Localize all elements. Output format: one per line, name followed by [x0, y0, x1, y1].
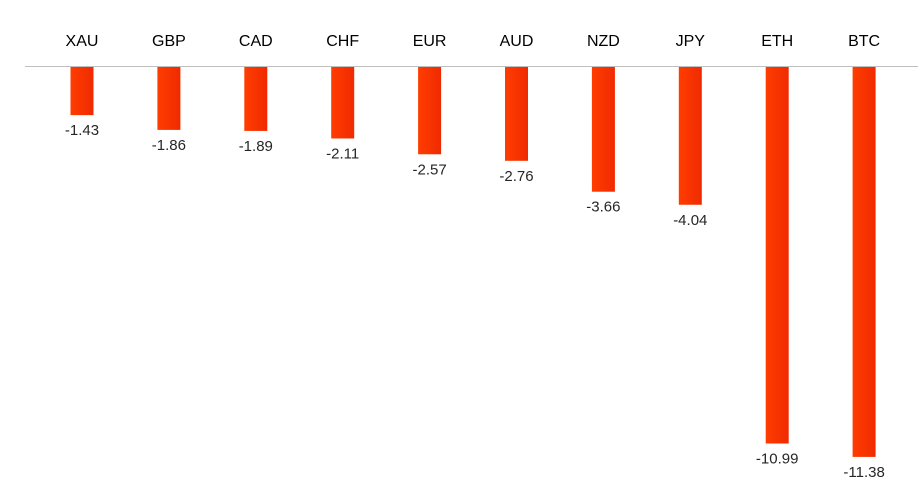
value-label-jpy: -4.04 [673, 212, 707, 229]
value-label-eth: -10.99 [756, 451, 799, 468]
value-label-nzd: -3.66 [586, 199, 620, 216]
category-label-cad: CAD [239, 33, 273, 50]
value-label-eur: -2.57 [412, 161, 446, 178]
bar-eth [765, 66, 789, 444]
category-label-btc: BTC [848, 33, 880, 50]
bar-xau [70, 66, 94, 116]
category-label-xau: XAU [66, 33, 99, 50]
category-label-jpy: JPY [676, 33, 706, 50]
value-label-aud: -2.76 [499, 168, 533, 185]
value-label-cad: -1.89 [239, 138, 273, 155]
bar-eur [418, 66, 442, 155]
bar-gbp [157, 66, 181, 130]
category-label-eth: ETH [761, 33, 793, 50]
category-labels: XAU GBP CAD CHF EUR AUD NZD JPY ETH BTC [66, 33, 881, 50]
value-label-gbp: -1.86 [152, 137, 186, 154]
bar-btc [852, 66, 876, 457]
bar-nzd [591, 66, 615, 192]
category-label-chf: CHF [326, 33, 359, 50]
value-label-btc: -11.38 [843, 464, 884, 481]
bar-aud [505, 66, 528, 161]
bar-jpy [678, 66, 702, 205]
category-label-aud: AUD [500, 33, 534, 50]
category-label-gbp: GBP [152, 33, 186, 50]
bar-cad [244, 66, 268, 131]
category-label-eur: EUR [413, 33, 447, 50]
value-labels: -1.43 -1.86 -1.89 -2.11 -2.57 -2.76 -3.66 -4.04… [65, 122, 885, 481]
category-label-nzd: NZD [587, 33, 620, 50]
bars [70, 66, 876, 457]
bar-chf [331, 66, 355, 139]
value-label-chf: -2.11 [326, 145, 359, 162]
value-label-xau: -1.43 [65, 122, 99, 139]
